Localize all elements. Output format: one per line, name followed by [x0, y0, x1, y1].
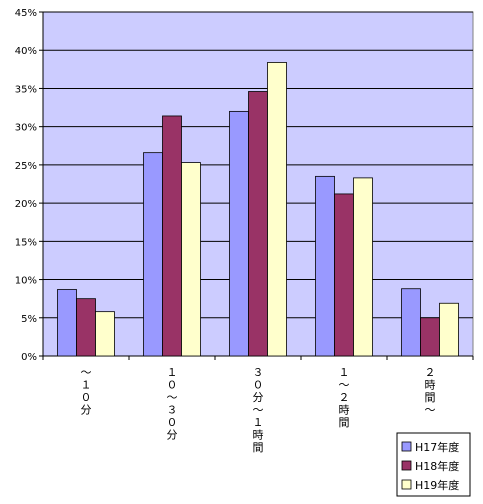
bar-5-2[interactable] — [420, 317, 440, 357]
bar-4-2[interactable] — [334, 193, 354, 357]
x-category-label: ～１０分 — [81, 366, 92, 417]
bar-1-2[interactable] — [76, 298, 96, 357]
x-category-label: １０～３０分 — [167, 366, 178, 442]
x-category-label: １～２時間 — [339, 366, 350, 429]
y-tick-label: 45% — [15, 8, 37, 19]
y-tick-label: 0% — [21, 352, 37, 363]
plot-area: 0% 5% 10% 15% 20% 25% 30% 35% 40% 45% ～１０分 １０～３０分 ３０… — [15, 8, 474, 454]
legend: H17年度 H18年度 H19年度 — [396, 432, 471, 497]
y-tick-label: 10% — [15, 276, 37, 287]
legend-swatch — [401, 441, 412, 452]
bar-4-3[interactable] — [353, 177, 373, 357]
bar-1-3[interactable] — [95, 311, 115, 357]
y-tick-label: 35% — [15, 84, 37, 95]
bar-5-3[interactable] — [439, 302, 459, 357]
x-category-label: ２時間～ — [425, 366, 436, 417]
bar-5-1[interactable] — [401, 288, 421, 357]
bar-3-1[interactable] — [229, 110, 249, 357]
legend-swatch — [401, 460, 412, 471]
legend-label: H19年度 — [415, 478, 459, 492]
y-tick-label: 30% — [15, 123, 37, 134]
bar-2-1[interactable] — [143, 152, 163, 357]
y-tick-label: 40% — [15, 46, 37, 57]
x-category-label: ３０分～１時間 — [253, 366, 264, 454]
y-tick-label: 20% — [15, 199, 37, 210]
bar-2-2[interactable] — [162, 115, 182, 357]
legend-swatch — [401, 479, 412, 490]
y-tick-label: 5% — [21, 314, 37, 325]
bar-3-3[interactable] — [267, 62, 287, 357]
legend-label: H17年度 — [415, 440, 459, 454]
bar-2-3[interactable] — [181, 162, 201, 357]
y-tick-label: 15% — [15, 237, 37, 248]
bar-1-1[interactable] — [57, 289, 77, 357]
bar-3-2[interactable] — [248, 91, 268, 357]
y-tick-label: 25% — [15, 161, 37, 172]
legend-label: H18年度 — [415, 459, 459, 473]
bar-4-1[interactable] — [315, 175, 335, 357]
